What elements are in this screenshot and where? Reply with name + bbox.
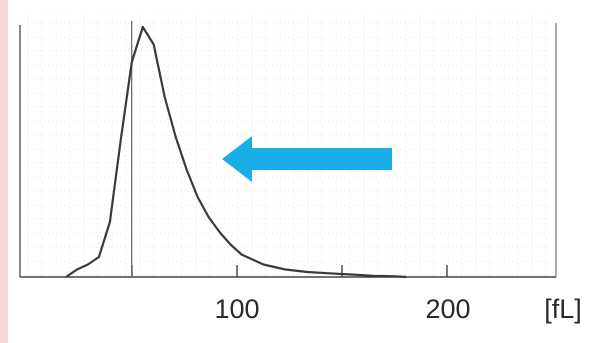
left-edge-strip	[0, 0, 8, 343]
plot-grid	[20, 15, 556, 277]
arrow-shaft	[248, 148, 392, 170]
x-tick-label-100: 100	[214, 294, 259, 324]
x-tick-label-200: 200	[425, 294, 470, 324]
x-axis-unit-label: [fL]	[544, 294, 582, 324]
left-arrow-annotation	[222, 136, 392, 182]
plot-marks	[65, 21, 407, 279]
distribution-curve	[65, 25, 407, 279]
arrow-head	[222, 136, 252, 182]
